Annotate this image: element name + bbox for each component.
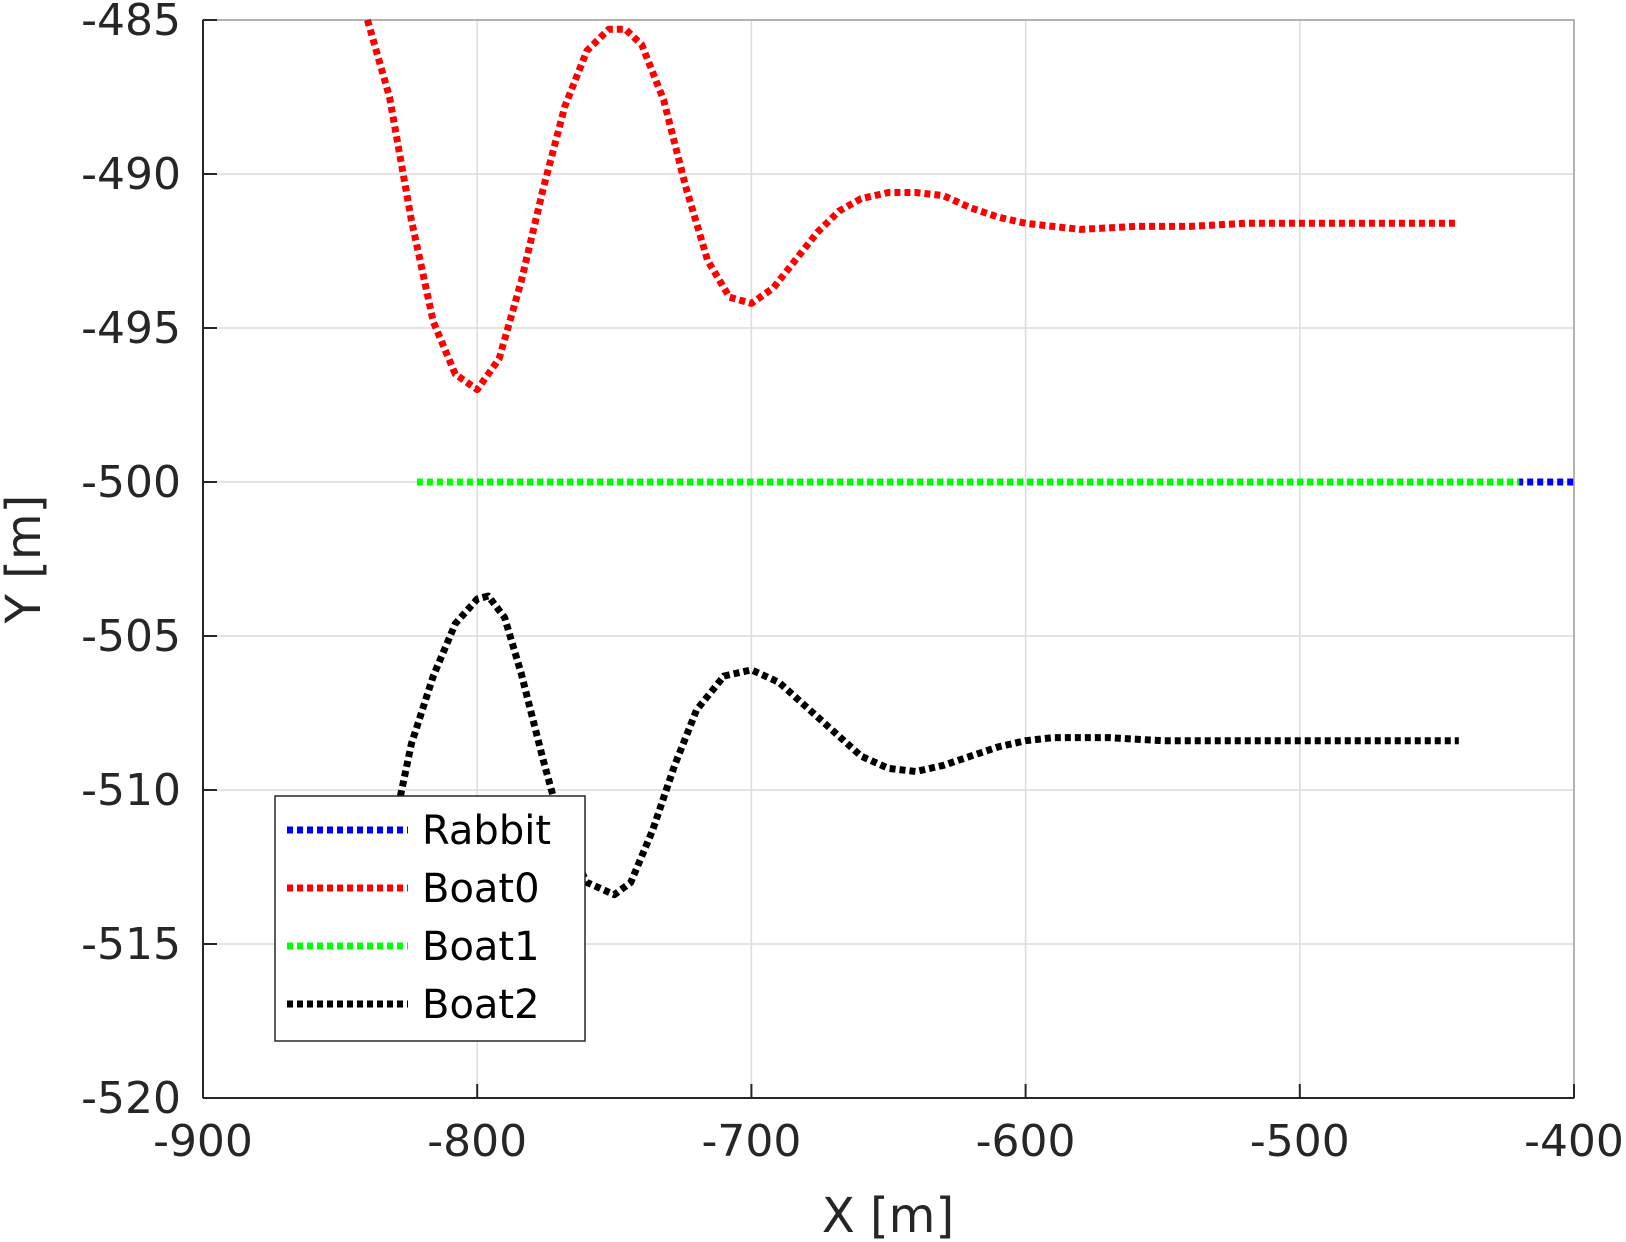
x-tick-label: -700 <box>701 1116 801 1167</box>
y-ticks: -485 -490 -495 -500 -505 -510 -515 -520 <box>81 0 217 1124</box>
legend-label-boat0: Boat0 <box>422 866 540 912</box>
x-tick-label: -500 <box>1250 1116 1350 1167</box>
series-line-boat0 <box>364 19 1459 394</box>
x-tick-label: -600 <box>976 1116 1076 1167</box>
axes <box>202 20 1574 1099</box>
legend-label-boat1: Boat1 <box>422 924 540 970</box>
y-tick-label: -510 <box>81 765 181 816</box>
legend: Rabbit Boat0 Boat1 Boat2 <box>274 795 586 1042</box>
y-tick-label: -520 <box>81 1073 181 1124</box>
x-tick-label: -900 <box>153 1116 253 1167</box>
x-tick-label: -400 <box>1524 1116 1624 1167</box>
series-line-boat2 <box>396 592 1459 899</box>
y-tick-label: -490 <box>81 149 181 200</box>
y-axis-label: Y [m] <box>0 495 52 625</box>
y-tick-label: -485 <box>81 0 181 46</box>
legend-label-rabbit: Rabbit <box>422 808 551 854</box>
y-tick-label: -500 <box>81 457 181 508</box>
y-tick-label: -515 <box>81 919 181 970</box>
x-tick-label: -800 <box>427 1116 527 1167</box>
legend-box <box>274 795 586 1042</box>
x-ticks: -900 -800 -700 -600 -500 -400 <box>153 1084 1624 1167</box>
y-tick-label: -505 <box>81 611 181 662</box>
series-layer <box>364 19 1574 899</box>
legend-label-boat2: Boat2 <box>422 982 540 1028</box>
y-tick-label: -495 <box>81 303 181 354</box>
x-axis-label: X [m] <box>822 1188 954 1242</box>
